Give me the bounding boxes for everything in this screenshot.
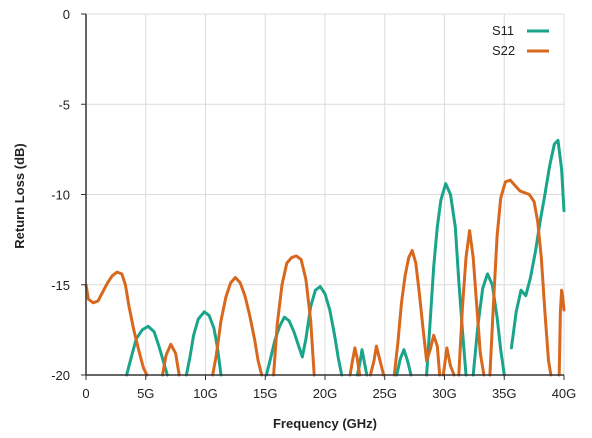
series-line-s11 [264, 285, 344, 377]
x-tick-label: 35G [492, 386, 517, 401]
x-tick-label: 0 [82, 386, 89, 401]
legend-label-s22: S22 [492, 43, 515, 58]
series-line-s11 [184, 310, 223, 377]
x-tick-label: 10G [193, 386, 218, 401]
legend-label-s11: S11 [492, 23, 514, 38]
series-line-s22 [211, 276, 264, 377]
series-line-s11 [395, 348, 413, 377]
x-tick-label: 30G [432, 386, 457, 401]
series-line-s11 [509, 138, 566, 350]
series-line-s11 [425, 182, 468, 377]
grid-lines [86, 13, 565, 375]
y-axis-label: Return Loss (dB) [12, 143, 27, 248]
y-tick-labels: 0 -5 -10 -15 -20 [51, 7, 70, 383]
series-line-s11 [125, 324, 169, 377]
series-line-s22 [368, 344, 386, 377]
x-tick-label: 5G [137, 386, 154, 401]
x-tick-label: 15G [253, 386, 278, 401]
x-tick-label: 25G [372, 386, 397, 401]
y-tick-label: -20 [51, 368, 70, 383]
series-line-s22 [557, 288, 566, 377]
x-tick-label: 20G [313, 386, 338, 401]
axes [81, 13, 565, 380]
series-line-s22 [441, 346, 456, 377]
series-line-s22 [348, 346, 362, 377]
series-line-s22 [457, 229, 486, 377]
series-line-s22 [84, 270, 149, 377]
series-line-s22 [392, 249, 442, 377]
y-tick-label: 0 [63, 7, 70, 22]
series-line-s22 [161, 342, 181, 377]
y-tick-label: -15 [51, 278, 70, 293]
series-lines [84, 138, 566, 377]
x-tick-labels: 0 5G 10G 15G 20G 25G 30G 35G 40G [82, 386, 576, 401]
y-tick-label: -5 [58, 97, 70, 112]
y-tick-label: -10 [51, 188, 70, 203]
x-tick-label: 40G [552, 386, 577, 401]
series-line-s22 [488, 178, 553, 377]
x-axis-label: Frequency (GHz) [273, 416, 377, 431]
legend: S11 S22 [492, 23, 549, 58]
series-line-s22 [272, 254, 316, 377]
